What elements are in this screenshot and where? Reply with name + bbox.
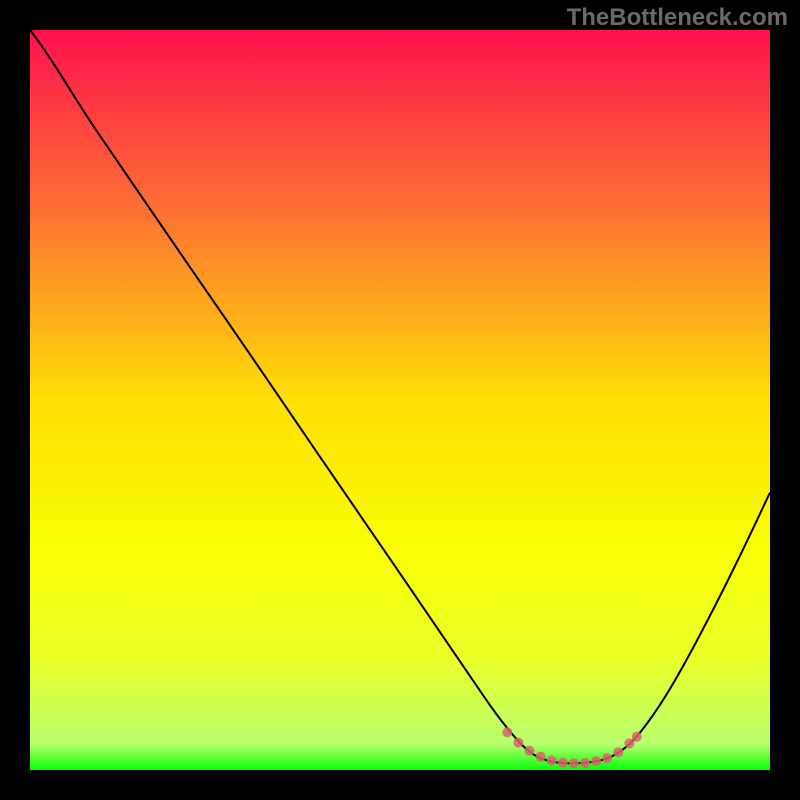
bottleneck-curve <box>30 30 770 763</box>
valley-dot <box>525 746 535 756</box>
valley-dot <box>624 738 634 748</box>
valley-dot <box>613 747 623 757</box>
valley-dot <box>547 755 557 765</box>
valley-dot <box>513 738 523 748</box>
valley-dot <box>558 758 568 768</box>
chart-svg <box>30 30 770 770</box>
branding-text: TheBottleneck.com <box>567 4 788 32</box>
valley-dot <box>591 756 601 766</box>
bottleneck-chart <box>30 30 770 770</box>
valley-dot <box>502 727 512 737</box>
valley-dot <box>580 758 590 768</box>
valley-dot <box>632 732 642 742</box>
valley-dot <box>569 758 579 768</box>
valley-dots-group <box>502 727 642 768</box>
valley-dot <box>536 752 546 762</box>
valley-dot <box>602 753 612 763</box>
